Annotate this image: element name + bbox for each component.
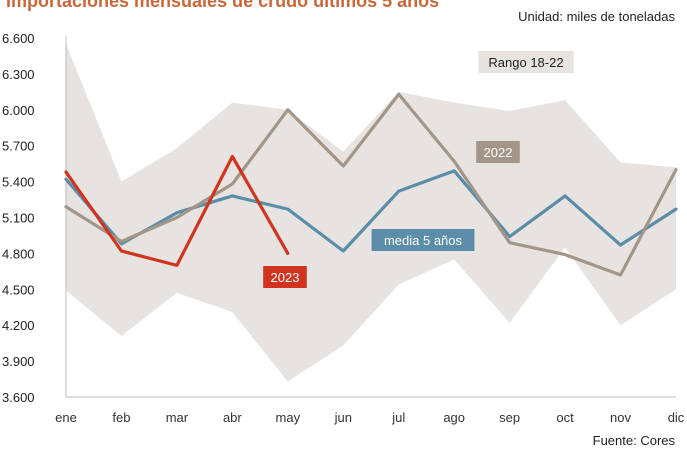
series-labels-layer: Rango 18-22 media 5 años 2022 2023 bbox=[263, 51, 574, 288]
x-tick-label: dic bbox=[668, 410, 685, 425]
y-tick-label: 5.400 bbox=[2, 175, 35, 190]
y-tick-label: 6.300 bbox=[2, 67, 35, 82]
unit-label: Unidad: miles de toneladas bbox=[518, 9, 675, 24]
year-2022-line bbox=[64, 92, 678, 277]
x-tick-label: abr bbox=[223, 410, 242, 425]
range-band bbox=[66, 43, 676, 382]
year-2022-label: 2022 bbox=[484, 145, 513, 160]
x-tick-label: jul bbox=[391, 410, 405, 425]
y-tick-label: 4.200 bbox=[2, 318, 35, 333]
y-tick-label: 3.900 bbox=[2, 354, 35, 369]
x-tick-label: ago bbox=[443, 410, 465, 425]
y-tick-label: 3.600 bbox=[2, 390, 35, 405]
range-label-box bbox=[478, 51, 574, 73]
avg-5y-label: media 5 años bbox=[384, 233, 463, 248]
x-tick-label: oct bbox=[556, 410, 574, 425]
year-2022-label-box bbox=[476, 141, 520, 163]
year-2023-label-box bbox=[263, 266, 307, 288]
x-tick-label: ene bbox=[55, 410, 77, 425]
x-tick-label: may bbox=[276, 410, 301, 425]
x-tick-label: feb bbox=[112, 410, 130, 425]
y-tick-label: 5.100 bbox=[2, 211, 35, 226]
chart-title: Importaciones mensuales de crudo últimos… bbox=[6, 0, 440, 11]
x-tick-label: jun bbox=[334, 410, 352, 425]
avg-5y-label-box bbox=[371, 229, 475, 251]
range-band-layer bbox=[66, 43, 676, 382]
avg-5y-line bbox=[64, 169, 678, 253]
y-tick-label: 6.600 bbox=[2, 31, 35, 46]
x-tick-label: mar bbox=[166, 410, 189, 425]
year-2023-line bbox=[64, 154, 290, 267]
series-lines-layer bbox=[64, 92, 678, 277]
source-label: Fuente: Cores bbox=[592, 433, 675, 448]
y-tick-label: 5.700 bbox=[2, 139, 35, 154]
axes-layer: 3.600 3.900 4.200 4.500 4.800 5.100 5.400 5.700… bbox=[2, 31, 685, 425]
x-tick-label: sep bbox=[499, 410, 520, 425]
range-label: Rango 18-22 bbox=[488, 55, 563, 70]
x-tick-label: nov bbox=[610, 410, 631, 425]
y-tick-label: 4.500 bbox=[2, 282, 35, 297]
year-2023-label: 2023 bbox=[271, 270, 300, 285]
y-tick-label: 4.800 bbox=[2, 246, 35, 261]
y-tick-label: 6.000 bbox=[2, 103, 35, 118]
